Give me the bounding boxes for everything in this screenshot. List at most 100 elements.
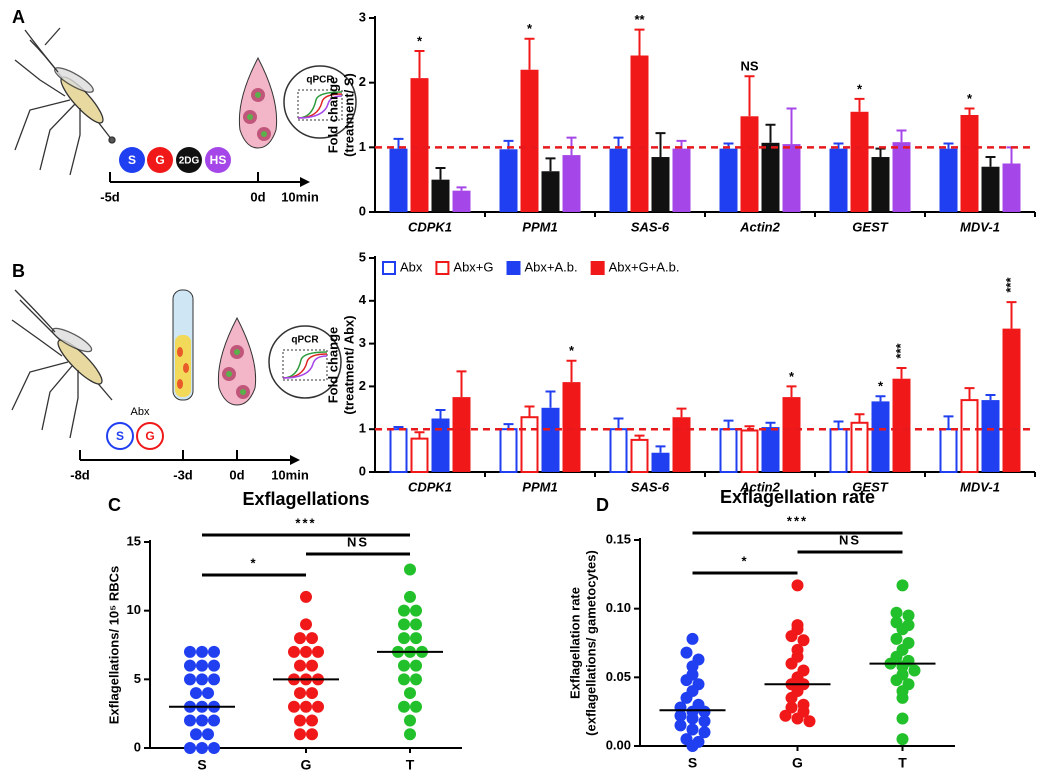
bar [431, 418, 450, 472]
data-point [686, 723, 699, 736]
error-bar [545, 157, 556, 172]
treatment-label: G [155, 153, 164, 167]
data-point [294, 714, 306, 727]
bar [850, 111, 869, 212]
bar [499, 428, 518, 474]
significance-label: NS [347, 534, 369, 549]
data-point [791, 712, 804, 725]
data-point [686, 712, 699, 725]
data-point [294, 659, 306, 672]
data-point [184, 659, 196, 672]
bar [740, 116, 759, 212]
error-bar [655, 132, 666, 158]
bar [651, 452, 670, 472]
significance-label: *** [1003, 277, 1018, 293]
panel-label: D [596, 495, 609, 515]
data-point [306, 632, 318, 645]
data-point [410, 673, 422, 686]
data-point [896, 623, 909, 636]
error-bar [786, 385, 797, 398]
legend-label: Abx+G+A.b. [609, 259, 680, 274]
error-bar [943, 142, 954, 149]
bar [960, 115, 979, 212]
data-point [312, 700, 324, 713]
error-bar [456, 370, 467, 398]
bar [389, 148, 408, 212]
data-point [890, 674, 903, 687]
y-axis-label: (treatment/ S) [341, 73, 356, 157]
x-tick-label: MDV-1 [960, 479, 1000, 494]
error-bar [524, 405, 535, 418]
error-bar [723, 419, 734, 430]
data-point [803, 715, 816, 728]
data-point [785, 657, 798, 670]
bar [541, 171, 560, 212]
data-point [300, 700, 312, 713]
bar [719, 428, 738, 474]
data-point [902, 609, 915, 622]
error-bar [414, 431, 425, 439]
significance-label: * [789, 369, 795, 384]
timeline-label: 0d [250, 189, 265, 204]
bar [520, 69, 539, 212]
error-bar [854, 97, 865, 112]
y-axis-label: (treatment/ Abx) [341, 315, 356, 414]
bar [520, 416, 539, 474]
data-point [196, 659, 208, 672]
bar [541, 407, 560, 472]
y-tick-label: 3 [359, 9, 366, 24]
y-tick-label: 0.10 [606, 600, 631, 615]
error-bar [545, 390, 556, 408]
legend-swatch [382, 261, 396, 275]
data-point [398, 700, 410, 713]
data-point [294, 687, 306, 700]
data-point [686, 660, 699, 673]
data-point [896, 733, 909, 746]
legend-swatch [435, 261, 450, 275]
bar [562, 155, 581, 212]
x-tick-label: T [898, 755, 907, 771]
bar [389, 428, 408, 474]
y-tick-label: 0.00 [606, 737, 631, 752]
y-tick-label: 2 [359, 74, 366, 89]
bar [960, 399, 979, 474]
bar [892, 378, 911, 472]
error-bar [786, 107, 797, 145]
data-point [184, 714, 196, 727]
x-tick-label: Actin2 [739, 479, 781, 494]
y-tick-label: 4 [359, 292, 367, 307]
data-point [785, 630, 798, 643]
significance-label: *** [787, 513, 808, 528]
data-point [208, 645, 220, 658]
significance-label: * [741, 553, 748, 568]
error-bar [985, 156, 996, 167]
treatment-label: Abx [131, 406, 150, 418]
significance-label: * [569, 343, 575, 358]
legend-label: Abx+G [453, 259, 493, 274]
data-point [896, 691, 909, 704]
x-tick-label: MDV-1 [960, 219, 1000, 234]
bar [410, 437, 429, 473]
data-point [698, 715, 711, 728]
data-point [680, 691, 693, 704]
x-tick-label: GEST [852, 479, 888, 494]
data-point [410, 618, 422, 631]
bar [850, 421, 869, 473]
data-point [785, 691, 798, 704]
mosquito [11, 289, 113, 439]
data-point [294, 728, 306, 741]
x-tick-label: SAS-6 [631, 479, 670, 494]
data-point [312, 645, 324, 658]
treatment-label: G [145, 429, 154, 443]
y-tick-label: 0 [134, 739, 141, 754]
error-bar [765, 421, 776, 428]
data-point [190, 728, 202, 741]
data-point [791, 579, 804, 592]
x-tick-label: G [792, 755, 803, 771]
data-point [208, 742, 220, 754]
timeline-label: -5d [100, 189, 120, 204]
x-tick-label: GEST [852, 219, 888, 234]
error-bar [524, 37, 535, 70]
data-point [398, 632, 410, 645]
